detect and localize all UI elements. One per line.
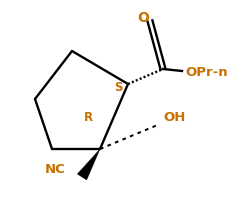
Text: OPr-n: OPr-n <box>185 65 228 78</box>
Polygon shape <box>77 149 100 180</box>
Text: O: O <box>137 11 149 25</box>
Text: NC: NC <box>45 163 65 176</box>
Text: OH: OH <box>163 111 185 124</box>
Text: S: S <box>114 81 122 94</box>
Text: R: R <box>83 111 93 124</box>
